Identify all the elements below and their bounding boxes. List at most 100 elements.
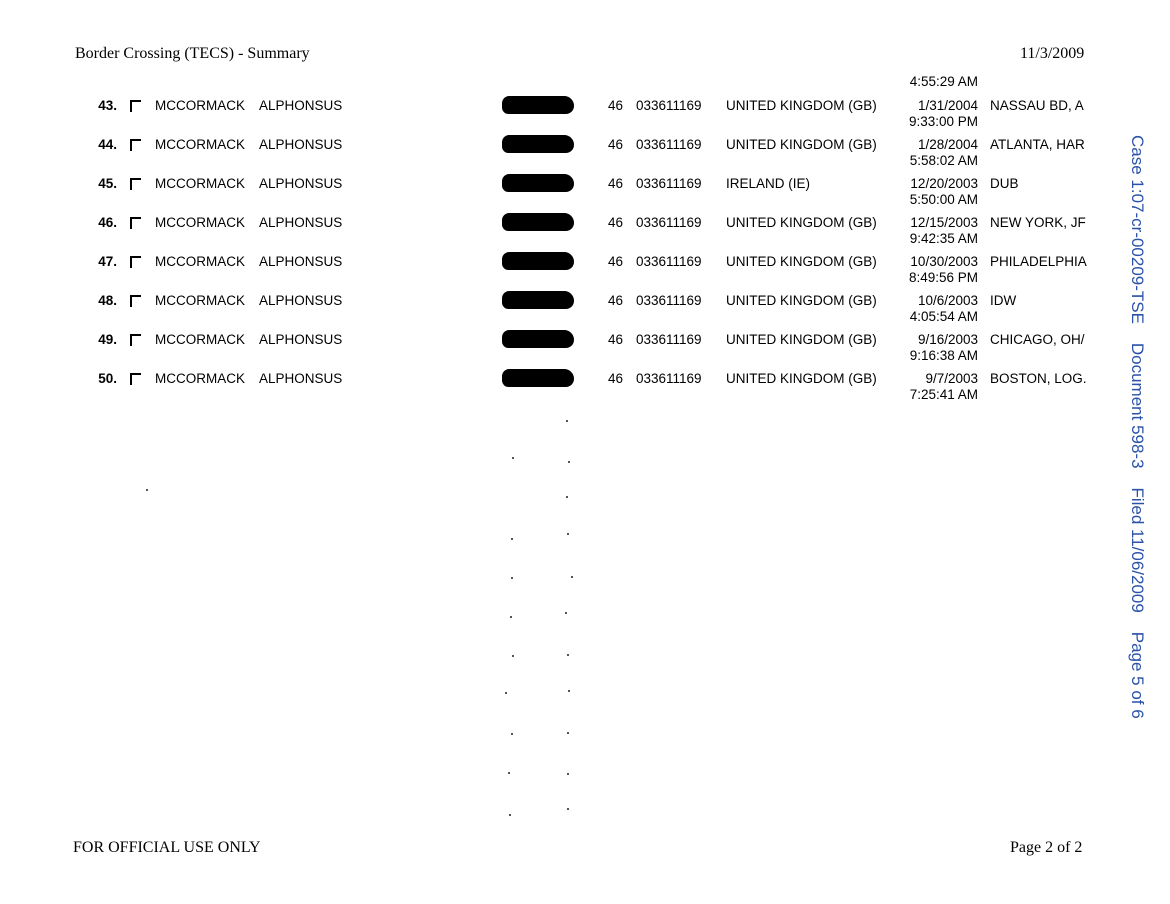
location: NEW YORK, JF (990, 215, 1086, 230)
last-name: MCCORMACK (155, 215, 245, 230)
scan-speck (146, 489, 148, 491)
table-row: 47. MCCORMACK ALPHONSUS 46 033611169 UNITED K… (0, 252, 1100, 290)
crossing-date: 12/20/2003 (910, 176, 978, 191)
crossing-date: 1/28/2004 (917, 137, 978, 152)
crossing-time: 8:49:56 PM (908, 270, 978, 285)
table-row: 50. MCCORMACK ALPHONSUS 46 033611169 UNITED K… (0, 369, 1100, 407)
country: UNITED KINGDOM (GB) (726, 137, 877, 152)
passport-number: 033611169 (636, 332, 702, 347)
crossing-datetime: 12/20/2003 5:50:00 AM (880, 176, 978, 208)
crossing-time: 7:25:41 AM (909, 387, 978, 402)
scan-speck (510, 616, 512, 618)
checkbox-icon[interactable] (130, 334, 141, 346)
location: IDW (990, 293, 1017, 308)
redaction-mark (502, 252, 574, 270)
checkbox-icon[interactable] (130, 217, 141, 229)
scan-speck (565, 612, 567, 614)
crossing-time: 9:33:00 PM (908, 114, 978, 129)
first-name: ALPHONSUS (259, 98, 343, 113)
scan-speck (511, 538, 513, 540)
scan-speck (567, 732, 569, 734)
checkbox-icon[interactable] (130, 139, 141, 151)
row-number: 50. (98, 371, 117, 386)
footer-page-number: Page 2 of 2 (1010, 839, 1083, 856)
row-number: 48. (98, 293, 117, 308)
crossing-time: 5:58:02 AM (909, 153, 978, 168)
crossing-date: 9/7/2003 (925, 371, 978, 386)
code: 46 (608, 215, 624, 230)
redaction-mark (502, 291, 574, 309)
crossing-date: 9/16/2003 (917, 332, 978, 347)
first-name: ALPHONSUS (259, 371, 343, 386)
table-row: 48. MCCORMACK ALPHONSUS 46 033611169 UNITED K… (0, 291, 1100, 329)
code: 46 (608, 176, 624, 191)
last-name: MCCORMACK (155, 137, 245, 152)
checkbox-icon[interactable] (130, 373, 141, 385)
first-name: ALPHONSUS (259, 137, 343, 152)
scan-speck (567, 654, 569, 656)
redaction-mark (502, 330, 574, 348)
scan-speck (509, 814, 511, 816)
crossing-date: 12/15/2003 (910, 215, 978, 230)
scan-speck (508, 772, 510, 774)
country: UNITED KINGDOM (GB) (726, 332, 877, 347)
code: 46 (608, 98, 624, 113)
footer-classification: FOR OFFICIAL USE ONLY (73, 839, 261, 856)
row-number: 46. (98, 215, 117, 230)
passport-number: 033611169 (636, 215, 702, 230)
first-name: ALPHONSUS (259, 215, 343, 230)
code: 46 (608, 137, 624, 152)
scan-speck (512, 655, 514, 657)
scan-speck (567, 773, 569, 775)
scan-speck (566, 420, 568, 422)
scan-speck (568, 461, 570, 463)
checkbox-icon[interactable] (130, 295, 141, 307)
crossing-datetime: 10/30/2003 8:49:56 PM (880, 254, 978, 286)
court-filing-stamp: Case 1:07-cr-00209-TSE Document 598-3 Fi… (1128, 135, 1147, 719)
last-name: MCCORMACK (155, 332, 245, 347)
table-row: 45. MCCORMACK ALPHONSUS 46 033611169 IRELAND … (0, 174, 1100, 212)
scan-speck (571, 576, 573, 578)
table-row: 49. MCCORMACK ALPHONSUS 46 033611169 UNITED K… (0, 330, 1100, 368)
row-number: 47. (98, 254, 117, 269)
crossing-datetime: 9/16/2003 9:16:38 AM (880, 332, 978, 364)
country: UNITED KINGDOM (GB) (726, 254, 877, 269)
checkbox-icon[interactable] (130, 256, 141, 268)
last-name: MCCORMACK (155, 176, 245, 191)
checkbox-icon[interactable] (130, 178, 141, 190)
scan-speck (566, 496, 568, 498)
passport-number: 033611169 (636, 293, 702, 308)
country: UNITED KINGDOM (GB) (726, 215, 877, 230)
scan-speck (511, 733, 513, 735)
scan-speck (505, 692, 507, 694)
table-row: 43. MCCORMACK ALPHONSUS 46 033611169 UNITED K… (0, 96, 1100, 134)
last-name: MCCORMACK (155, 254, 245, 269)
report-date: 11/3/2009 (1020, 45, 1085, 62)
checkbox-icon[interactable] (130, 100, 141, 112)
crossing-time: 9:16:38 AM (909, 348, 978, 363)
scan-speck (568, 690, 570, 692)
location: CHICAGO, OH/ (990, 332, 1085, 347)
passport-number: 033611169 (636, 176, 702, 191)
first-name: ALPHONSUS (259, 254, 343, 269)
crossing-datetime: 1/31/2004 9:33:00 PM (880, 98, 978, 130)
crossing-time: 9:42:35 AM (909, 231, 978, 246)
passport-number: 033611169 (636, 371, 702, 386)
crossing-datetime: 12/15/2003 9:42:35 AM (880, 215, 978, 247)
passport-number: 033611169 (636, 254, 702, 269)
crossing-date: 1/31/2004 (917, 98, 978, 113)
last-name: MCCORMACK (155, 293, 245, 308)
country: UNITED KINGDOM (GB) (726, 293, 877, 308)
country: UNITED KINGDOM (GB) (726, 98, 877, 113)
crossing-datetime: 10/6/2003 4:05:54 AM (880, 293, 978, 325)
redaction-mark (502, 96, 574, 114)
code: 46 (608, 371, 624, 386)
last-name: MCCORMACK (155, 371, 245, 386)
first-name: ALPHONSUS (259, 293, 343, 308)
scan-speck (567, 533, 569, 535)
row-number: 49. (98, 332, 117, 347)
scan-speck (511, 577, 513, 579)
crossing-datetime: 1/28/2004 5:58:02 AM (880, 137, 978, 169)
crossing-date: 10/30/2003 (910, 254, 978, 269)
report-title: Border Crossing (TECS) - Summary (75, 45, 310, 62)
